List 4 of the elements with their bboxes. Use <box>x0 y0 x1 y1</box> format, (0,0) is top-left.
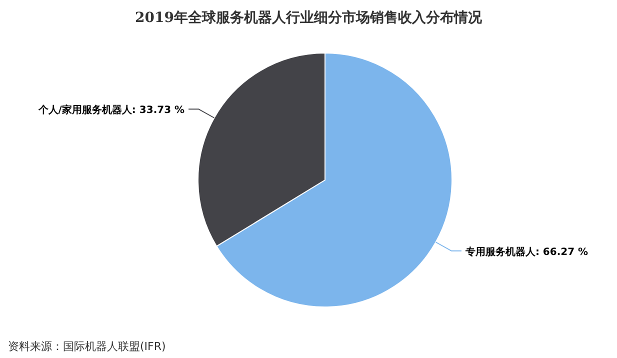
chart-title: 2019年全球服务机器人行业细分市场销售收入分布情况 <box>135 9 483 26</box>
slice-label: 个人/家用服务机器人: 33.73 % <box>37 104 185 116</box>
slice-label: 专用服务机器人: 66.27 % <box>464 246 588 258</box>
text: 资料来源：国际机器人联盟(IFR) <box>8 340 166 353</box>
